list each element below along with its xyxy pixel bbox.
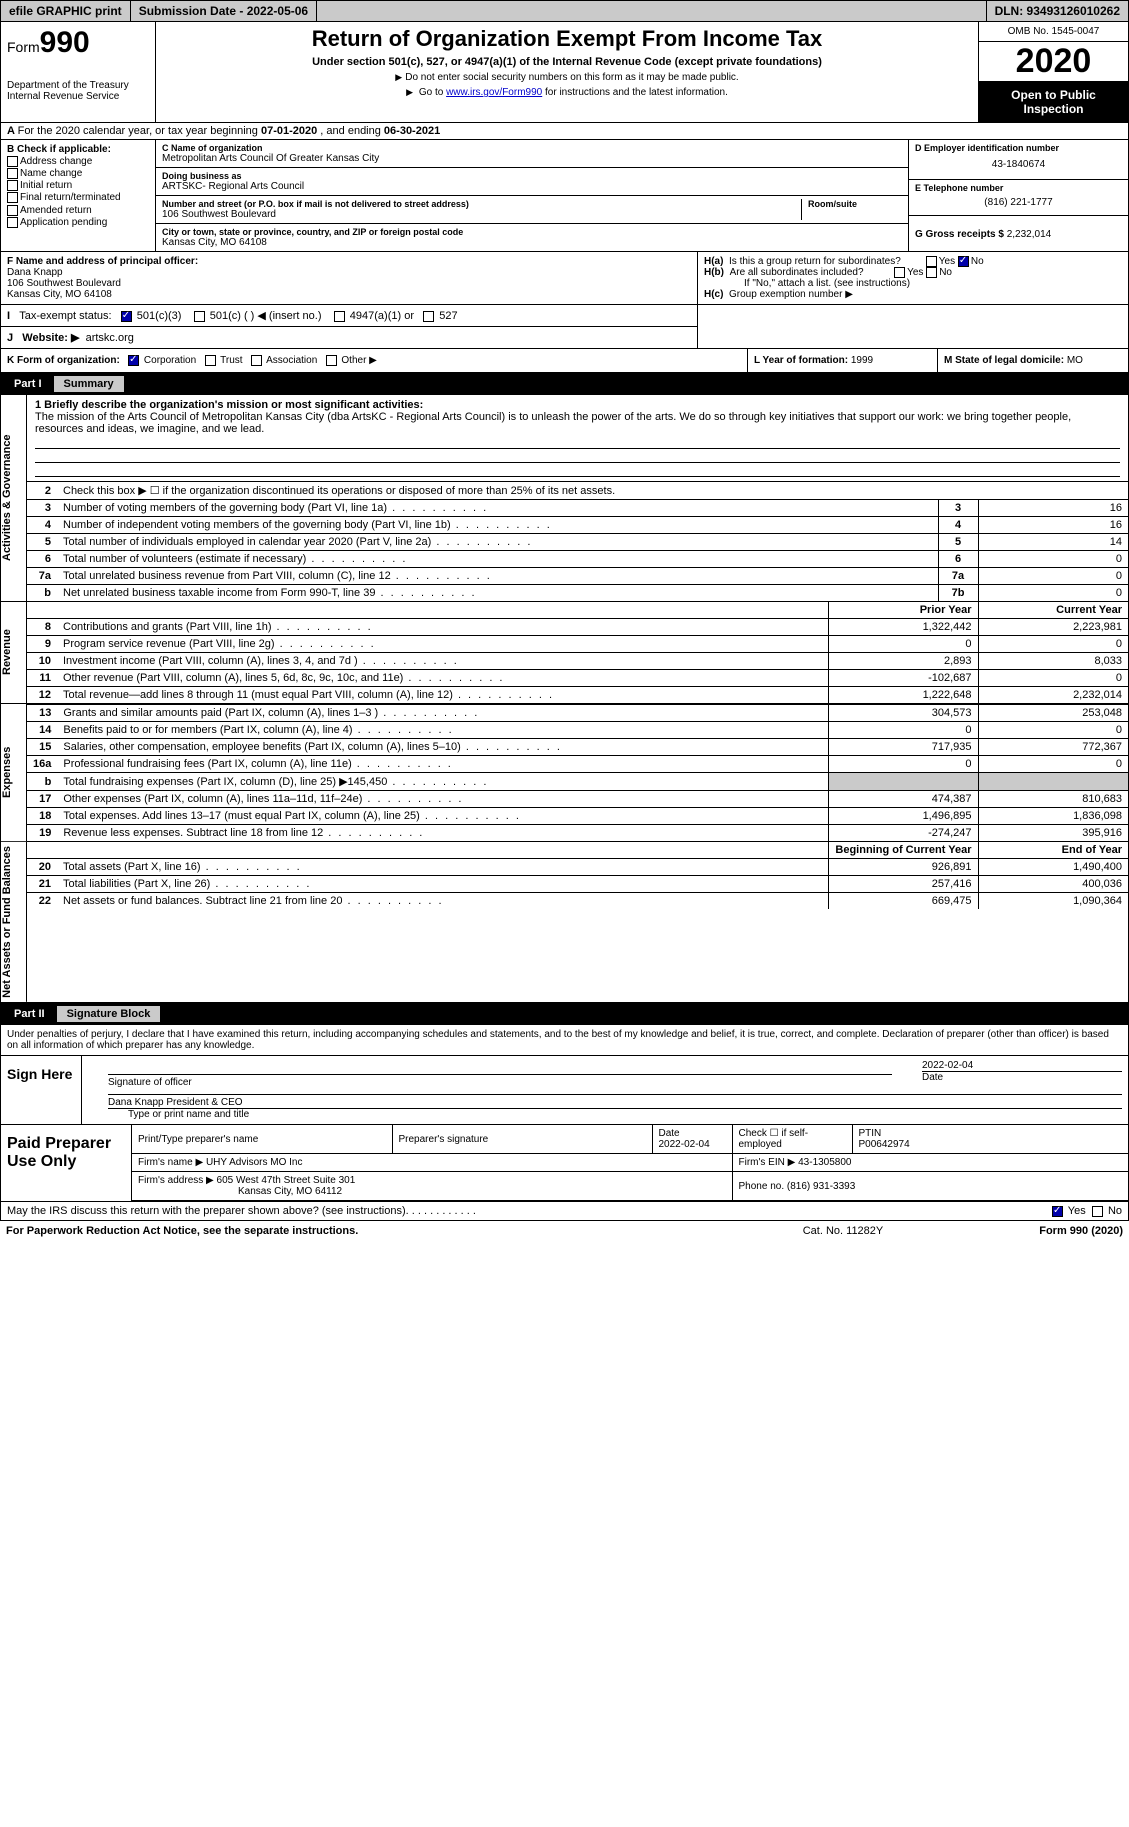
vtab-revenue: Revenue: [1, 602, 27, 703]
declaration-text: Under penalties of perjury, I declare th…: [0, 1025, 1129, 1056]
org-name-cell: C Name of organization Metropolitan Arts…: [156, 140, 908, 168]
discuss-row: May the IRS discuss this return with the…: [0, 1202, 1129, 1221]
submission-date: Submission Date - 2022-05-06: [131, 1, 317, 21]
footer: For Paperwork Reduction Act Notice, see …: [0, 1221, 1129, 1241]
mission-block: 1 Briefly describe the organization's mi…: [27, 395, 1128, 481]
omb-number: OMB No. 1545-0047: [979, 22, 1128, 42]
part-2-header: Part II Signature Block: [0, 1003, 1129, 1025]
form-number: Form990: [7, 26, 149, 60]
gross-cell: G Gross receipts $ 2,232,014: [909, 216, 1128, 251]
paid-preparer-label: Paid Preparer Use Only: [1, 1125, 131, 1201]
address-cell: Number and street (or P.O. box if mail i…: [156, 196, 908, 224]
governance-section: Activities & Governance 1 Briefly descri…: [0, 395, 1129, 602]
ein-cell: D Employer identification number 43-1840…: [909, 140, 1128, 180]
col-b-checkboxes: B Check if applicable: Address change Na…: [1, 140, 156, 251]
revenue-table: Prior YearCurrent Year8Contributions and…: [27, 602, 1128, 703]
vtab-governance: Activities & Governance: [1, 395, 27, 601]
dept-label: Department of the Treasury Internal Reve…: [7, 80, 149, 102]
vtab-expenses: Expenses: [1, 704, 27, 841]
revenue-section: Revenue Prior YearCurrent Year8Contribut…: [0, 602, 1129, 704]
form-title: Return of Organization Exempt From Incom…: [162, 26, 972, 52]
row-k-l-m: K Form of organization: Corporation Trus…: [0, 349, 1129, 373]
note-ssn: Do not enter social security numbers on …: [162, 72, 972, 83]
note-link: Go to www.irs.gov/Form990 for instructio…: [162, 87, 972, 98]
tax-year: 2020: [979, 42, 1128, 82]
paid-preparer-block: Paid Preparer Use Only Print/Type prepar…: [0, 1125, 1129, 1202]
irs-link[interactable]: www.irs.gov/Form990: [446, 87, 542, 98]
netassets-section: Net Assets or Fund Balances Beginning of…: [0, 842, 1129, 1003]
row-i-j: I Tax-exempt status: 501(c)(3) 501(c) ( …: [0, 305, 1129, 349]
expenses-table: 13Grants and similar amounts paid (Part …: [27, 704, 1128, 841]
form-header: Form990 Department of the Treasury Inter…: [0, 22, 1129, 123]
dln: DLN: 93493126010262: [986, 1, 1128, 21]
entity-grid: B Check if applicable: Address change Na…: [0, 140, 1129, 252]
sign-here-label: Sign Here: [1, 1056, 81, 1124]
dba-cell: Doing business as ARTSKC- Regional Arts …: [156, 168, 908, 196]
sign-here-block: Sign Here Signature of officer 2022-02-0…: [0, 1056, 1129, 1125]
vtab-netassets: Net Assets or Fund Balances: [1, 842, 27, 1002]
form-subtitle: Under section 501(c), 527, or 4947(a)(1)…: [162, 56, 972, 68]
expenses-section: Expenses 13Grants and similar amounts pa…: [0, 704, 1129, 842]
section-f-h: F Name and address of principal officer:…: [0, 252, 1129, 305]
netassets-table: Beginning of Current YearEnd of Year20To…: [27, 842, 1128, 909]
city-cell: City or town, state or province, country…: [156, 224, 908, 251]
line-a: A For the 2020 calendar year, or tax yea…: [0, 123, 1129, 140]
inspection-label: Open to Public Inspection: [979, 82, 1128, 122]
governance-table: 2Check this box ▶ ☐ if the organization …: [27, 481, 1128, 601]
efile-label[interactable]: efile GRAPHIC print: [1, 1, 131, 21]
tel-cell: E Telephone number (816) 221-1777: [909, 180, 1128, 216]
part-1-header: Part I Summary: [0, 373, 1129, 395]
top-bar: efile GRAPHIC print Submission Date - 20…: [0, 0, 1129, 22]
